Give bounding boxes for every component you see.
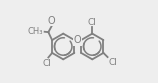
Text: Cl: Cl — [43, 59, 52, 68]
Text: Cl: Cl — [109, 58, 118, 67]
Text: CH₃: CH₃ — [27, 27, 43, 36]
Text: O: O — [48, 16, 55, 26]
Text: Cl: Cl — [88, 18, 97, 27]
Text: O: O — [74, 35, 82, 45]
